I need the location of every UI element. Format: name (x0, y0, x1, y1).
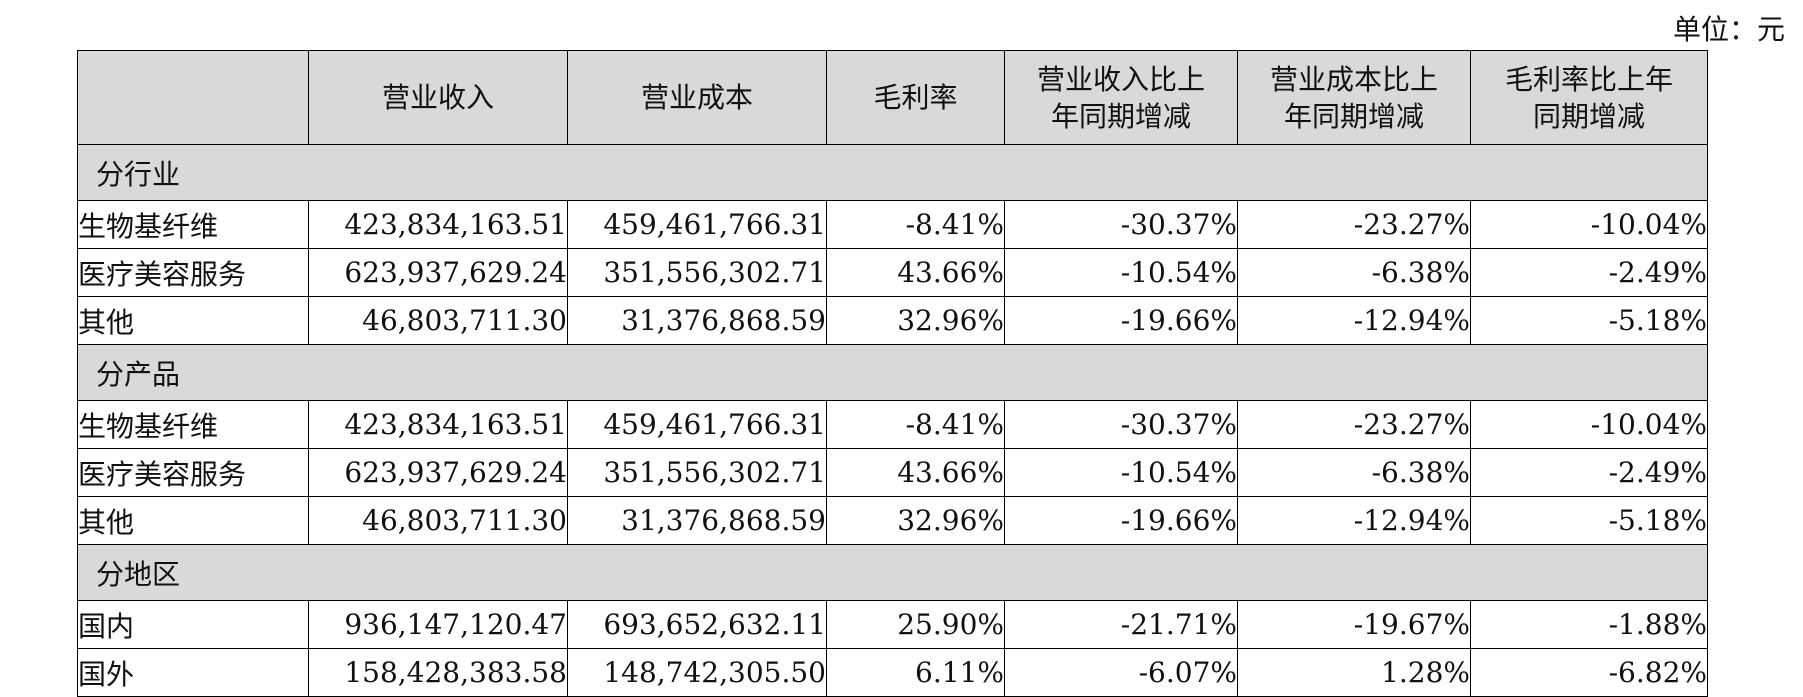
table-cell: -19.66% (1004, 296, 1238, 345)
table-header: 营业收入 营业成本 毛利率 营业收入比上 年同期增减 营业成本比上 年同期增减 毛利率比上年同… (77, 50, 1708, 145)
column-header-line: 毛利率 (873, 81, 958, 114)
row-label: 生物基纤维 (77, 200, 309, 249)
row-label: 国外 (77, 648, 309, 697)
column-header-line: 同期增减 (1532, 99, 1645, 133)
table-cell: 351,556,302.71 (567, 448, 827, 497)
column-header: 营业收入比上 年同期增减 (1004, 50, 1238, 145)
table-cell: -2.49% (1470, 248, 1708, 297)
column-header-line: 营业成本 (640, 81, 753, 114)
column-header: 营业成本 (567, 50, 827, 145)
table-row: 医疗美容服务 623,937,629.24 351,556,302.71 43.66%… (77, 448, 1708, 497)
section-row: 分行业 (77, 144, 1708, 201)
table-cell: 31,376,868.59 (567, 496, 827, 545)
table-cell: -23.27% (1237, 200, 1471, 249)
column-header-line: 营业成本比上 (1269, 62, 1438, 96)
column-header-line: 营业收入 (381, 81, 494, 114)
row-label: 生物基纤维 (77, 400, 309, 449)
table-cell: -8.41% (826, 400, 1005, 449)
table-cell: 43.66% (826, 448, 1005, 497)
table-cell: -30.37% (1004, 200, 1238, 249)
table-cell: -10.54% (1004, 448, 1238, 497)
table-cell: 32.96% (826, 296, 1005, 345)
column-header (77, 50, 309, 145)
table-cell: 1.28% (1237, 648, 1471, 697)
section-title: 分产品 (77, 344, 1708, 401)
row-label: 国内 (77, 600, 309, 649)
table-cell: -10.54% (1004, 248, 1238, 297)
table-cell: 46,803,711.30 (308, 296, 568, 345)
table-cell: 693,652,632.11 (567, 600, 827, 649)
table-row: 其他 46,803,711.30 31,376,868.59 32.96% -19.66… (77, 296, 1708, 345)
unit-label: 单位：元 (1672, 13, 1785, 46)
column-header: 毛利率比上年 同期增减 (1470, 50, 1708, 145)
table-row: 医疗美容服务 623,937,629.24 351,556,302.71 43.66%… (77, 248, 1708, 297)
header-row: 营业收入 营业成本 毛利率 营业收入比上 年同期增减 营业成本比上 年同期增减 毛利率比上年同… (77, 50, 1708, 145)
table-cell: -12.94% (1237, 496, 1471, 545)
table-cell: -5.18% (1470, 296, 1708, 345)
table-cell: -21.71% (1004, 600, 1238, 649)
row-label: 医疗美容服务 (77, 248, 309, 297)
table-row: 国外 158,428,383.58 148,742,305.50 6.11% -6.07… (77, 648, 1708, 697)
table-cell: 351,556,302.71 (567, 248, 827, 297)
table-cell: -6.38% (1237, 248, 1471, 297)
section-row: 分地区 (77, 544, 1708, 601)
row-label: 其他 (77, 296, 309, 345)
table-cell: -8.41% (826, 200, 1005, 249)
table-cell: 43.66% (826, 248, 1005, 297)
table-cell: -1.88% (1470, 600, 1708, 649)
table-cell: 623,937,629.24 (308, 448, 568, 497)
financial-table: 营业收入 营业成本 毛利率 营业收入比上 年同期增减 营业成本比上 年同期增减 毛利率比上年同… (77, 50, 1708, 697)
table-row: 生物基纤维 423,834,163.51 459,461,766.31 -8.41% -… (77, 200, 1708, 249)
table-cell: 459,461,766.31 (567, 200, 827, 249)
column-header: 营业成本比上 年同期增减 (1237, 50, 1471, 145)
column-header: 毛利率 (826, 50, 1005, 145)
table-cell: 32.96% (826, 496, 1005, 545)
table-cell: -19.67% (1237, 600, 1471, 649)
row-label: 其他 (77, 496, 309, 545)
table-cell: -6.82% (1470, 648, 1708, 697)
table-cell: 31,376,868.59 (567, 296, 827, 345)
table-body: 分行业 生物基纤维 423,834,163.51 459,461,766.31 -8.4… (77, 144, 1708, 697)
table-cell: 6.11% (826, 648, 1005, 697)
column-header-line: 年同期增减 (1283, 99, 1424, 133)
table-cell: -2.49% (1470, 448, 1708, 497)
section-row: 分产品 (77, 344, 1708, 401)
column-header-line: 年同期增减 (1050, 99, 1191, 133)
column-header-line: 营业收入比上 (1036, 62, 1205, 96)
column-header-line: 毛利率比上年 (1504, 62, 1673, 96)
table-row: 其他 46,803,711.30 31,376,868.59 32.96% -19.66… (77, 496, 1708, 545)
table-cell: 423,834,163.51 (308, 200, 568, 249)
table-cell: -10.04% (1470, 200, 1708, 249)
column-header: 营业收入 (308, 50, 568, 145)
table-cell: -30.37% (1004, 400, 1238, 449)
table-cell: -19.66% (1004, 496, 1238, 545)
table-row: 国内 936,147,120.47 693,652,632.11 25.90% -21.… (77, 600, 1708, 649)
table-cell: -12.94% (1237, 296, 1471, 345)
table-cell: 423,834,163.51 (308, 400, 568, 449)
table-cell: -6.38% (1237, 448, 1471, 497)
section-title: 分地区 (77, 544, 1708, 601)
table-row: 生物基纤维 423,834,163.51 459,461,766.31 -8.41% -… (77, 400, 1708, 449)
row-label: 医疗美容服务 (77, 448, 309, 497)
table-cell: 936,147,120.47 (308, 600, 568, 649)
table-cell: 459,461,766.31 (567, 400, 827, 449)
table-cell: 25.90% (826, 600, 1005, 649)
table-cell: 623,937,629.24 (308, 248, 568, 297)
table-cell: 46,803,711.30 (308, 496, 568, 545)
table-cell: 148,742,305.50 (567, 648, 827, 697)
section-title: 分行业 (77, 144, 1708, 201)
table-cell: 158,428,383.58 (308, 648, 568, 697)
table-cell: -23.27% (1237, 400, 1471, 449)
table-cell: -5.18% (1470, 496, 1708, 545)
table-cell: -10.04% (1470, 400, 1708, 449)
table-cell: -6.07% (1004, 648, 1238, 697)
